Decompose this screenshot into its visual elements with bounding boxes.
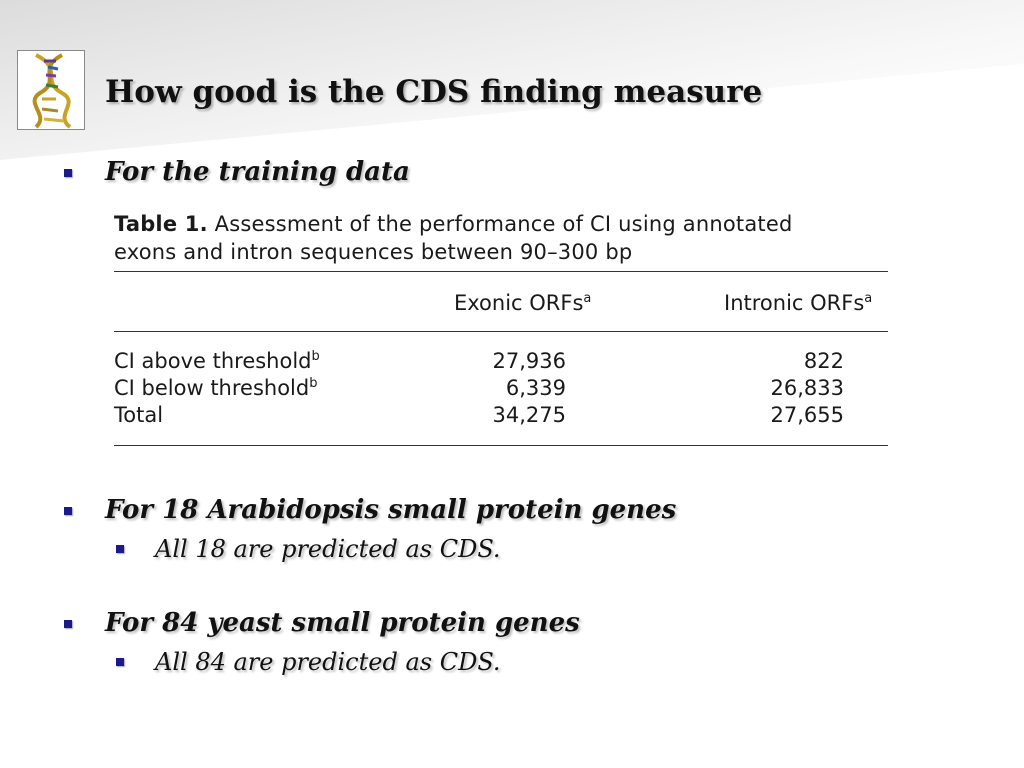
cell-above-intronic: 822 [803, 349, 844, 373]
column-header-intronic: Intronic ORFsa [724, 291, 873, 315]
results-table: Table 1. Assessment of the performance o… [114, 210, 890, 450]
bullet-marker [64, 620, 72, 628]
sub-bullet-yeast: All 84 are predicted as CDS. [116, 648, 501, 676]
bullet-marker [116, 658, 124, 666]
row-label-above: CI above thresholdb [114, 349, 320, 373]
dna-helix-icon [17, 50, 85, 130]
table-rule-header [114, 331, 888, 332]
table-caption-line1: Assessment of the performance of CI usin… [214, 212, 793, 236]
sub-bullet-arabidopsis: All 18 are predicted as CDS. [116, 535, 501, 563]
table-rule-bottom [114, 445, 888, 446]
row-label-total: Total [114, 403, 164, 427]
bullet-arabidopsis: For 18 Arabidopsis small protein genes [64, 495, 677, 525]
cell-below-intronic: 26,833 [770, 376, 844, 400]
bullet-yeast: For 84 yeast small protein genes [64, 608, 580, 638]
bullet-text: For the training data [105, 157, 410, 187]
cell-above-exonic: 27,936 [492, 349, 566, 373]
row-label-below: CI below thresholdb [114, 376, 318, 400]
bullet-training-data: For the training data [64, 157, 410, 187]
sub-bullet-text: All 18 are predicted as CDS. [155, 535, 501, 563]
bullet-text: For 18 Arabidopsis small protein genes [105, 495, 677, 525]
table-label: Table 1. [114, 212, 208, 236]
cell-total-exonic: 34,275 [492, 403, 566, 427]
bullet-marker [64, 507, 72, 515]
bullet-marker [116, 545, 124, 553]
bullet-text: For 84 yeast small protein genes [105, 608, 580, 638]
table-caption: Table 1. Assessment of the performance o… [114, 210, 890, 266]
table-caption-line2: exons and intron sequences between 90–30… [114, 240, 633, 264]
column-header-exonic: Exonic ORFsa [454, 291, 592, 315]
cell-below-exonic: 6,339 [505, 376, 566, 400]
bullet-marker [64, 169, 72, 177]
slide-title: How good is the CDS finding measure [105, 74, 763, 110]
cell-total-intronic: 27,655 [770, 403, 844, 427]
table-rule-top [114, 271, 888, 272]
sub-bullet-text: All 84 are predicted as CDS. [155, 648, 501, 676]
